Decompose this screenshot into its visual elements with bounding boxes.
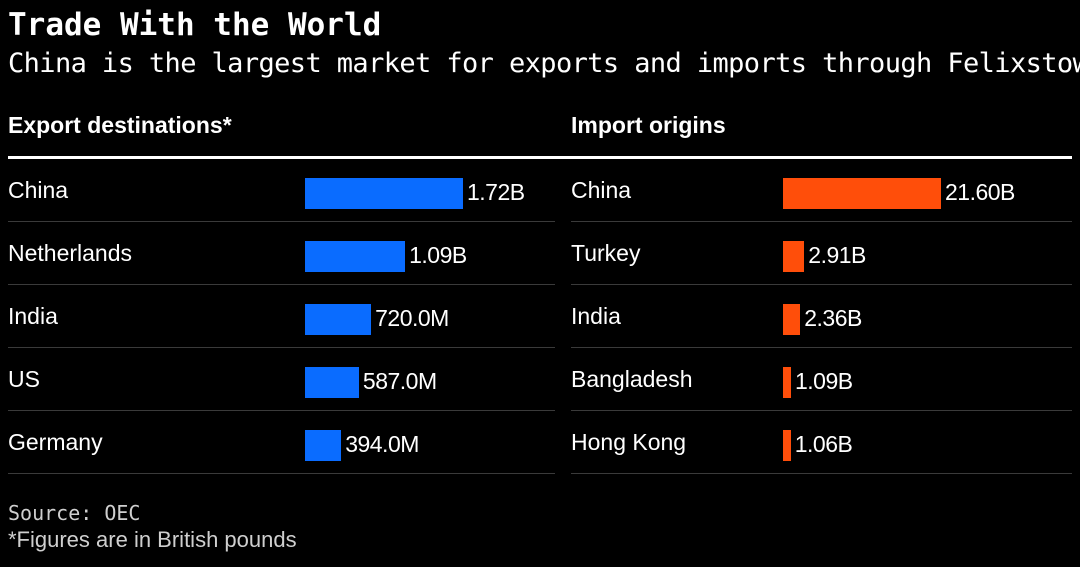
import-panel-title: Import origins <box>571 112 726 138</box>
import-row: Hong Kong 1.06B <box>571 411 1072 474</box>
import-row: China 21.60B <box>571 159 1072 222</box>
export-bar <box>305 430 342 461</box>
export-category-label: US <box>8 366 40 392</box>
import-row: India 2.36B <box>571 285 1072 348</box>
export-category-label: China <box>8 177 69 203</box>
export-row: China 1.72B <box>8 159 555 222</box>
header-rule <box>8 156 1072 159</box>
export-row: India 720.0M <box>8 285 555 348</box>
export-value-label: 394.0M <box>345 431 419 457</box>
import-category-label: India <box>571 303 621 329</box>
chart-subtitle: China is the largest market for exports … <box>8 48 1080 79</box>
import-bar-chart: China 21.60B Turkey 2.91B India 2.36B Banglade… <box>571 159 1072 477</box>
import-bar <box>783 241 805 272</box>
export-row: Germany 394.0M <box>8 411 555 474</box>
export-value-label: 1.09B <box>409 242 467 268</box>
export-bar-chart: China 1.72B Netherlands 1.09B India 720.0M US 5… <box>8 159 555 477</box>
export-value-label: 587.0M <box>362 368 437 394</box>
import-category-label: Hong Kong <box>571 429 687 455</box>
import-category-label: Turkey <box>571 240 641 266</box>
import-category-label: China <box>571 177 632 203</box>
import-value-label: 2.36B <box>804 305 862 331</box>
export-category-label: India <box>8 303 58 329</box>
import-value-label: 1.09B <box>794 368 853 394</box>
import-bar <box>783 430 791 461</box>
export-bar <box>305 304 372 335</box>
import-value-label: 1.06B <box>794 431 853 457</box>
import-bar <box>783 304 801 335</box>
currency-footnote: *Figures are in British pounds <box>8 527 297 552</box>
export-row: Netherlands 1.09B <box>8 222 555 285</box>
export-bar <box>305 178 463 209</box>
import-row: Bangladesh 1.09B <box>571 348 1072 411</box>
source-note: Source: OEC <box>8 501 141 525</box>
import-bar <box>783 367 791 398</box>
import-value-label: 21.60B <box>945 179 1015 205</box>
export-bar <box>305 241 406 272</box>
import-row: Turkey 2.91B <box>571 222 1072 285</box>
export-category-label: Netherlands <box>8 240 133 266</box>
chart-title: Trade With the World <box>8 7 382 43</box>
export-row: US 587.0M <box>8 348 555 411</box>
import-value-label: 2.91B <box>808 242 866 268</box>
export-panel-title: Export destinations* <box>8 112 232 138</box>
import-category-label: Bangladesh <box>571 366 693 392</box>
export-bar <box>305 367 359 398</box>
export-value-label: 720.0M <box>375 305 449 331</box>
export-category-label: Germany <box>8 429 103 455</box>
import-bar <box>783 178 941 209</box>
export-value-label: 1.72B <box>467 179 525 205</box>
